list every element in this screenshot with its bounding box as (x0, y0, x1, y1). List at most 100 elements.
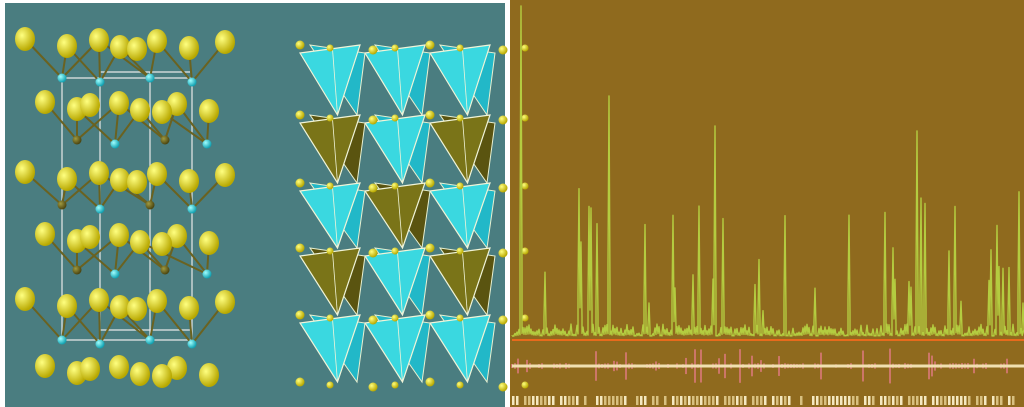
reflection-tick (676, 396, 679, 405)
reflection-tick (816, 396, 819, 405)
vertex-atom (391, 314, 399, 322)
reflection-tick (684, 396, 687, 405)
vertex-atom (326, 381, 334, 389)
reflection-tick (948, 396, 951, 405)
vertex-atom (521, 314, 529, 322)
reflection-tick (872, 396, 875, 405)
reflection-tick (940, 396, 943, 405)
polyhedron-edge (462, 118, 468, 184)
reflection-tick (704, 396, 707, 405)
vertex-atom (295, 310, 305, 320)
reflection-tick (656, 396, 659, 405)
sulfur-atom (89, 28, 109, 52)
polyhedron-edge (332, 251, 338, 316)
polyhedron-edge (397, 251, 403, 316)
reflection-tick (560, 396, 563, 405)
bond (98, 39, 151, 79)
polyhedron-edge (397, 118, 403, 184)
reflection-tick (652, 396, 655, 405)
vertex-atom (456, 44, 464, 52)
sulfur-atom (130, 230, 150, 254)
sulfur-atom (167, 92, 187, 116)
vertex-atom (391, 182, 399, 190)
sulfur-atom (80, 357, 100, 381)
sulfur-atom (179, 169, 199, 193)
reflection-tick (644, 396, 647, 405)
metal-atom (160, 135, 170, 145)
reflection-tick (564, 396, 567, 405)
reflection-tick (844, 396, 847, 405)
reflection-tick (824, 396, 827, 405)
reflection-tick (956, 396, 959, 405)
polyhedron-edge (397, 48, 403, 116)
vertex-atom (326, 114, 334, 122)
vertex-atom (425, 40, 435, 50)
polyhedron-edge (332, 318, 338, 383)
polyhedron-edge (332, 186, 338, 249)
sulfur-atom (15, 27, 35, 51)
sulfur-atom (199, 231, 219, 255)
metal-atom (110, 139, 120, 149)
reflection-tick (604, 396, 607, 405)
reflection-tick (608, 396, 611, 405)
reflection-tick (820, 396, 823, 405)
reflection-tick (752, 396, 755, 405)
reflection-tick (524, 396, 527, 405)
sulfur-atom (110, 168, 130, 192)
vertex-atom (425, 243, 435, 253)
vertex-atom (498, 45, 508, 55)
sulfur-atom (167, 224, 187, 248)
reflection-tick (600, 396, 603, 405)
reflection-tick (620, 396, 623, 405)
vertex-atom (295, 178, 305, 188)
sulfur-atom (110, 295, 130, 319)
reflection-tick (924, 396, 927, 405)
vertex-atom (368, 248, 378, 258)
vertex-atom (295, 110, 305, 120)
reflection-tick (944, 396, 947, 405)
vertex-atom (391, 381, 399, 389)
reflection-tick (776, 396, 779, 405)
sulfur-atom (15, 287, 35, 311)
vertex-atom (425, 110, 435, 120)
reflection-tick (1008, 396, 1011, 405)
vertex-atom (425, 377, 435, 387)
ball-stick-model (15, 27, 235, 388)
sulfur-atom (179, 296, 199, 320)
reflection-tick (572, 396, 575, 405)
reflection-tick (680, 396, 683, 405)
sulfur-atom (215, 163, 235, 187)
reflection-tick (900, 396, 903, 405)
reflection-tick (712, 396, 715, 405)
vertex-atom (521, 44, 529, 52)
reflection-tick (840, 396, 843, 405)
polyhedron-edge (332, 118, 338, 184)
vertex-atom (391, 114, 399, 122)
vertex-atom (425, 310, 435, 320)
sulfur-atom (57, 167, 77, 191)
bond (139, 241, 208, 275)
reflection-tick (908, 396, 911, 405)
reflection-tick (916, 396, 919, 405)
vertex-atom (498, 115, 508, 125)
metal-atom (202, 139, 212, 149)
vertex-atom (391, 247, 399, 255)
metal-atom (202, 269, 212, 279)
sulfur-atom (89, 161, 109, 185)
reflection-tick (960, 396, 963, 405)
reflection-tick (728, 396, 731, 405)
metal-atom (160, 265, 170, 275)
sulfur-atom (199, 99, 219, 123)
sulfur-atom (215, 290, 235, 314)
vertex-atom (456, 381, 464, 389)
metal-atom (187, 204, 197, 214)
bond (98, 299, 151, 341)
diffraction-peaks (511, 5, 1024, 337)
vertex-atom (456, 247, 464, 255)
reflection-tick (744, 396, 747, 405)
sulfur-atom (215, 30, 235, 54)
reflection-tick (764, 396, 767, 405)
reflection-tick (616, 396, 619, 405)
reflection-tick (992, 396, 995, 405)
